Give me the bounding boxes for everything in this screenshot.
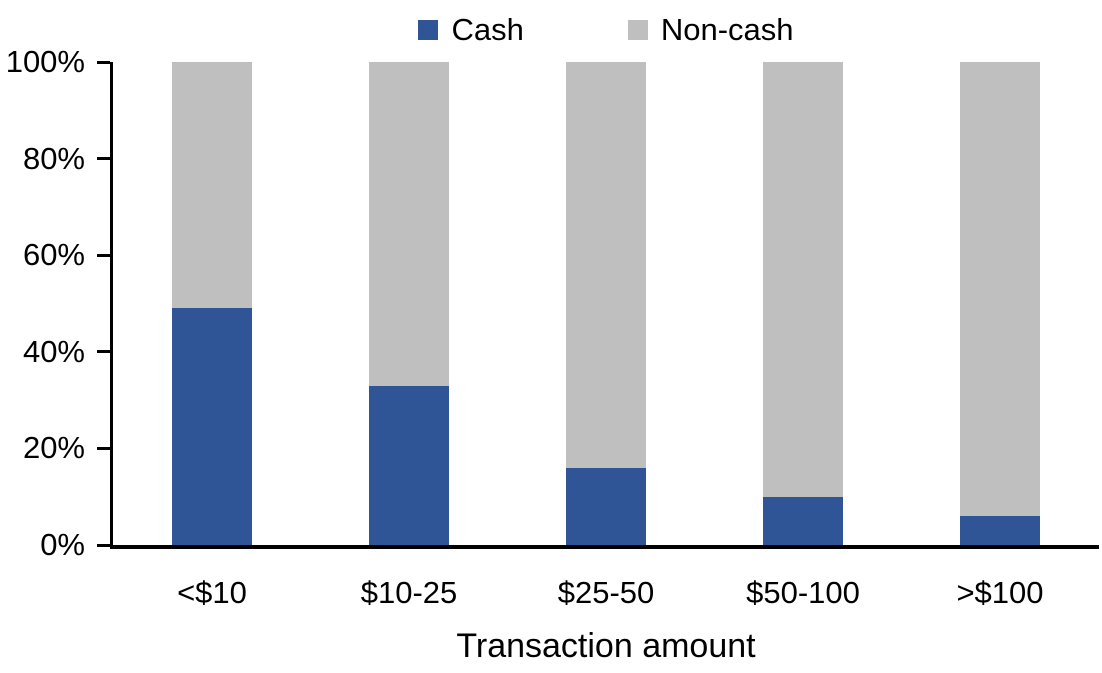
bar-segment-non-cash <box>763 62 843 497</box>
y-tick-mark-100 <box>97 61 110 64</box>
bar-segment-non-cash <box>566 62 646 468</box>
y-tick-label-0: 0% <box>40 527 85 562</box>
y-tick-mark-20 <box>97 447 110 450</box>
x-tick-label--100: >$100 <box>956 575 1044 610</box>
legend-label-cash: Cash <box>451 12 524 47</box>
y-tick-mark-80 <box>97 157 110 160</box>
cash-legend-swatch-icon <box>418 20 439 40</box>
bar--50-100 <box>763 62 843 545</box>
noncash-legend-swatch-icon <box>627 20 648 40</box>
legend-label-noncash: Non-cash <box>660 12 794 47</box>
x-tick-label--25-50: $25-50 <box>557 575 655 610</box>
legend: Cash Non-cash <box>113 10 1099 50</box>
bar-segment-non-cash <box>369 62 449 386</box>
x-tick-label--10: <$10 <box>177 575 247 610</box>
x-tick-label--10-25: $10-25 <box>360 575 458 610</box>
y-tick-label-60: 60% <box>22 237 85 272</box>
bar--25-50 <box>566 62 646 545</box>
bar--10 <box>172 62 252 545</box>
bar--10-25 <box>369 62 449 545</box>
bar-segment-cash <box>566 467 646 545</box>
x-axis-title: Transaction amount <box>456 627 756 665</box>
y-tick-mark-40 <box>97 350 110 353</box>
x-tick-label--50-100: $50-100 <box>746 575 860 610</box>
y-tick-label-40: 40% <box>22 334 85 369</box>
bar-segment-non-cash <box>960 62 1040 517</box>
y-tick-mark-0 <box>97 544 110 547</box>
y-tick-label-100: 100% <box>5 44 85 79</box>
plot-area <box>110 62 1099 549</box>
y-tick-label-20: 20% <box>22 430 85 465</box>
y-tick-label-80: 80% <box>22 141 85 176</box>
bar-segment-cash <box>172 308 252 545</box>
bar-segment-cash <box>960 516 1040 545</box>
bar-segment-cash <box>763 496 843 545</box>
y-tick-mark-60 <box>97 254 110 257</box>
legend-item-noncash: Non-cash <box>627 10 794 50</box>
bar-segment-non-cash <box>172 62 252 309</box>
bar--100 <box>960 62 1040 545</box>
legend-item-cash: Cash <box>418 10 524 50</box>
bar-segment-cash <box>369 385 449 545</box>
